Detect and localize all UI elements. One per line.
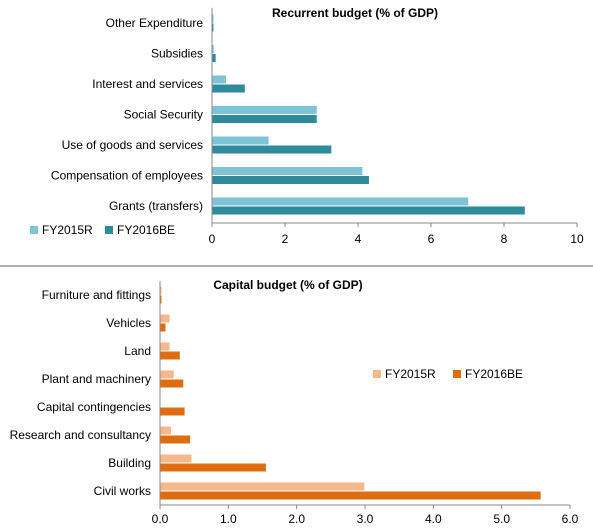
bar-fy2015r [160,342,170,351]
bar-fy2015r [212,136,269,145]
bar-fy2016be [212,54,216,62]
category-label: Compensation of employees [51,169,203,183]
bar-fy2016be [160,323,166,332]
legend-swatch-fy2015r [30,226,38,234]
bar-fy2016be [212,145,332,154]
x-tick-label: 5.0 [493,512,510,526]
legend-swatch-fy2016be [453,370,461,378]
category-label: Capital contingencies [37,400,151,414]
bar-fy2016be [160,491,541,500]
bar-fy2015r [212,167,363,175]
category-label: Research and consultancy [10,428,151,442]
bar-fy2015r [160,370,174,379]
chart-title: Capital budget (% of GDP) [213,278,362,292]
bar-fy2015r [212,45,214,53]
chart-title: Recurrent budget (% of GDP) [272,6,438,20]
category-label: Plant and machinery [42,372,151,386]
category-label: Grants (transfers) [109,199,203,213]
x-tick-label: 0 [209,232,216,246]
x-tick-label: 6 [428,232,435,246]
x-tick-label: 4.0 [425,512,442,526]
category-label: Interest and services [92,77,203,91]
category-label: Furniture and fittings [42,288,151,302]
legend-label-fy2016be: FY2016BE [117,223,175,237]
x-tick-label: 8 [501,232,508,246]
bar-fy2016be [212,206,525,215]
category-label: Subsidies [151,47,203,61]
legend-label-fy2016be: FY2016BE [465,367,523,381]
bar-fy2016be [212,23,214,32]
bar-fy2015r [160,426,171,435]
legend-label-fy2015r: FY2015R [42,223,93,237]
bar-fy2015r [212,106,317,114]
category-label: Social Security [124,108,203,122]
bar-fy2016be [160,463,266,472]
x-tick-label: 1.0 [220,512,237,526]
x-tick-label: 3.0 [357,512,374,526]
legend-swatch-fy2016be [105,226,113,234]
legend-swatch-fy2015r [373,370,381,378]
category-label: Other Expenditure [106,16,204,30]
bar-fy2016be [160,295,162,304]
x-tick-label: 2 [282,232,289,246]
category-label: Building [108,456,151,470]
bar-fy2016be [160,407,185,416]
bar-fy2015r [160,286,162,295]
bar-fy2015r [212,75,226,84]
x-tick-label: 2.0 [288,512,305,526]
legend-label-fy2015r: FY2015R [385,367,436,381]
category-label: Use of goods and services [62,138,203,152]
bar-fy2016be [160,351,180,360]
bar-fy2016be [212,115,317,123]
bar-fy2015r [160,314,170,323]
category-label: Land [124,344,151,358]
bar-fy2015r [212,14,214,23]
bar-fy2016be [212,176,369,184]
x-tick-label: 0.0 [152,512,169,526]
category-label: Vehicles [106,316,151,330]
bar-fy2015r [160,482,365,491]
x-tick-label: 4 [355,232,362,246]
x-tick-label: 6.0 [562,512,579,526]
x-tick-label: 10 [570,232,584,246]
bar-fy2016be [160,379,184,388]
bar-fy2016be [212,84,245,93]
bar-fy2015r [160,454,192,463]
category-label: Civil works [94,484,151,498]
bar-fy2015r [212,197,469,206]
bar-fy2016be [160,435,191,444]
